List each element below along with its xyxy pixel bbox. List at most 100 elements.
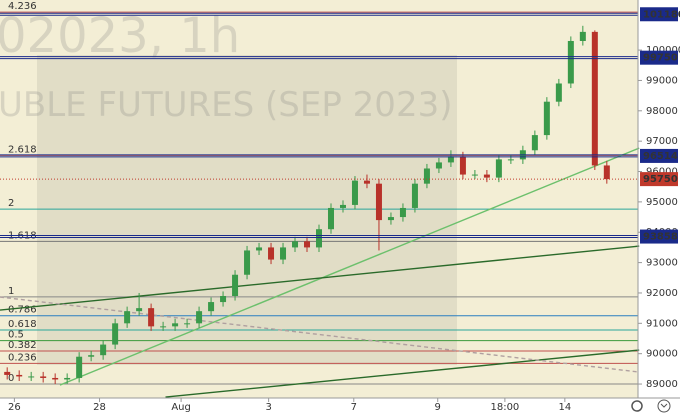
candle-body [411, 183, 418, 208]
fib-label: 0.786 [8, 305, 37, 316]
trend-line [0, 245, 640, 311]
y-tick-label: 93000 [646, 258, 678, 269]
y-tick-label: 92000 [646, 288, 678, 299]
last-price-tag [640, 172, 678, 187]
y-tick-label: 90000 [646, 349, 678, 360]
candle-body [40, 376, 47, 378]
trend-line [165, 349, 640, 398]
candle-body [507, 159, 514, 161]
level-label: 101180 [643, 9, 680, 20]
fib-label: 0.382 [8, 340, 37, 351]
candle-body [220, 295, 227, 303]
x-tick-label: 18:00 [490, 402, 519, 413]
candle-body [172, 323, 179, 327]
candle-body [435, 162, 442, 169]
candle-body [483, 174, 490, 178]
candle-body [232, 274, 239, 296]
candle-body [244, 250, 251, 275]
fib-label: 2 [8, 198, 14, 209]
candle-body [88, 355, 95, 357]
range-box [37, 55, 457, 365]
candle-body [375, 183, 382, 221]
fib-label: 0.5 [8, 330, 24, 341]
candle-body [363, 180, 370, 184]
candle-body [603, 165, 610, 180]
x-tick-label: 7 [351, 402, 357, 413]
last-price-label: 95750 [643, 174, 678, 185]
y-tick-label: 97000 [646, 136, 678, 147]
candle-body [280, 247, 287, 260]
candle-body [304, 241, 311, 248]
fib-label: 4.236 [8, 1, 37, 12]
x-tick-label: 9 [435, 402, 441, 413]
candle-body [136, 308, 143, 312]
candle-body [64, 377, 71, 380]
settings-icon[interactable] [631, 400, 643, 412]
fib-label: 0 [8, 373, 14, 384]
candle-body [184, 323, 191, 325]
candle-body [52, 377, 59, 380]
watermark: UBLE FUTURES (SEP 2023) [0, 85, 452, 125]
fib-label: 1 [8, 286, 14, 297]
candle-body [268, 247, 275, 260]
go-to-icon[interactable] [657, 399, 671, 413]
x-tick-label: 3 [265, 402, 271, 413]
candle-body [579, 31, 586, 41]
x-tick-label: 26 [8, 402, 21, 413]
y-tick-label: 91000 [646, 318, 678, 329]
y-tick-label: 89000 [646, 379, 678, 390]
level-tag [640, 229, 678, 244]
fib-label: 0.618 [8, 319, 37, 330]
fib-label: 0.236 [8, 352, 37, 363]
watermark: 02023, 1h [0, 8, 240, 64]
candle-body [591, 31, 598, 166]
candle-body [16, 374, 23, 377]
candle-body [387, 217, 394, 221]
candle-body [208, 302, 215, 312]
level-tag [640, 7, 678, 22]
level-tag [640, 50, 678, 65]
level-tag [640, 148, 678, 163]
level-label: 93858 [643, 232, 678, 243]
x-tick-label: Aug [171, 402, 191, 413]
candle-body [399, 207, 406, 218]
y-tick-label: 96000 [646, 167, 678, 178]
level-label: 99750 [643, 53, 678, 64]
x-tick-label: 28 [93, 402, 106, 413]
candle-body [28, 376, 35, 378]
level-label: 96514 [643, 151, 678, 162]
candle-body [4, 371, 11, 375]
candle-body [292, 241, 299, 248]
y-tick-label: 95000 [646, 197, 678, 208]
candle-body [543, 101, 550, 136]
trend-line [59, 147, 640, 386]
y-tick-label: 100000 [646, 45, 680, 56]
y-tick-label: 99000 [646, 75, 678, 86]
candle-body [555, 83, 562, 102]
x-tick-label: 14 [558, 402, 571, 413]
candle-body [423, 168, 430, 184]
candle-body [76, 356, 83, 378]
candle-body [124, 311, 131, 324]
candle-body [196, 311, 203, 324]
candle-body [351, 180, 358, 205]
trend-line [0, 296, 640, 373]
candle-body [459, 156, 466, 175]
candle-body [471, 174, 478, 176]
fib-label: 2.618 [8, 144, 37, 155]
candle-body [316, 229, 322, 248]
candle-body [100, 344, 107, 356]
y-tick-label: 98000 [646, 106, 678, 117]
candle-body [531, 135, 538, 151]
candle-body [256, 247, 263, 251]
candle-body [447, 156, 454, 163]
candle-body [160, 326, 167, 328]
candle-body [112, 323, 119, 345]
candle-body [567, 40, 574, 84]
candle-body [148, 308, 155, 327]
candle-body [495, 159, 502, 178]
candle-body [327, 207, 334, 230]
candle-body [339, 204, 346, 208]
plot-background [0, 0, 638, 398]
